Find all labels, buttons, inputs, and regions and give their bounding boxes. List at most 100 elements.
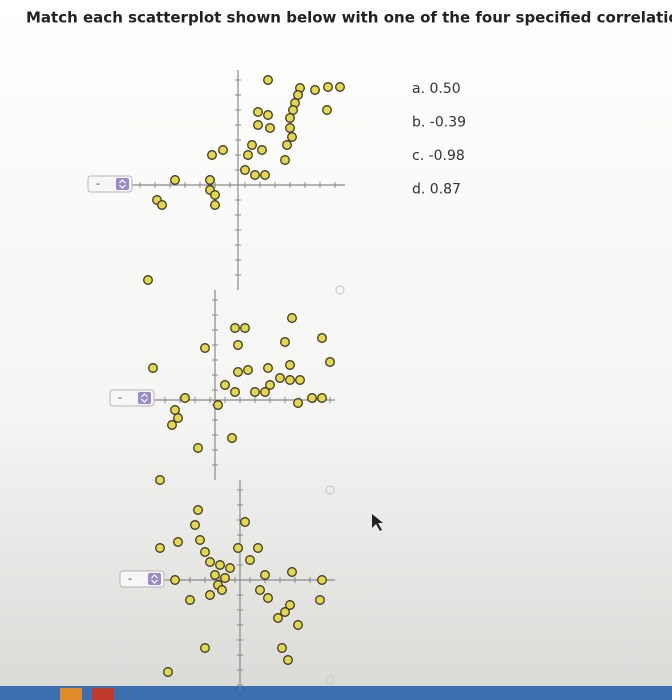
dropdown-value: - — [96, 177, 100, 190]
scatter-point — [207, 150, 217, 160]
scatter-point — [205, 175, 215, 185]
scatter-point — [310, 85, 320, 95]
scatter-point — [215, 560, 225, 570]
scatter-point — [285, 375, 295, 385]
scatter-point — [317, 333, 327, 343]
scatter-point — [280, 337, 290, 347]
scatter-point — [200, 343, 210, 353]
scatter-point — [263, 363, 273, 373]
scatter-point — [285, 360, 295, 370]
scatter-point — [273, 613, 283, 623]
scatter-point — [280, 155, 290, 165]
scatter-point — [288, 105, 298, 115]
scatter-point — [233, 340, 243, 350]
scatter-point — [287, 567, 297, 577]
dropdown-value: - — [128, 572, 132, 585]
scatter-point — [263, 593, 273, 603]
scatter-point — [195, 535, 205, 545]
taskbar — [0, 686, 672, 700]
mouse-cursor — [372, 514, 383, 531]
scatter-point — [200, 643, 210, 653]
correlation-option: a. 0.50 — [412, 81, 461, 97]
scatter-point — [325, 357, 335, 367]
scatter-point — [280, 607, 290, 617]
scatter-point — [253, 543, 263, 553]
scatter-point — [322, 105, 332, 115]
zoom-icon[interactable] — [325, 485, 335, 495]
scatter-point — [220, 573, 230, 583]
scatter-point — [218, 145, 228, 155]
scatter-point — [282, 140, 292, 150]
scatter-point — [240, 165, 250, 175]
scatter-point — [225, 563, 235, 573]
scatter-point — [293, 90, 303, 100]
scatter-point — [185, 595, 195, 605]
scatter-point — [230, 323, 240, 333]
scatter-point — [243, 365, 253, 375]
taskbar-icon — [92, 688, 114, 700]
scatter-point — [163, 667, 173, 677]
scatter-point — [173, 413, 183, 423]
dropdown-value: - — [118, 391, 122, 404]
scatter-point — [265, 123, 275, 133]
dropdown-arrow[interactable] — [116, 178, 129, 190]
scatter-point — [205, 590, 215, 600]
scatter-point — [285, 123, 295, 133]
scatter-point — [170, 575, 180, 585]
dropdown-arrow[interactable] — [148, 573, 161, 585]
scatter-point — [155, 543, 165, 553]
scatter-point — [227, 433, 237, 443]
scatter-point — [260, 387, 270, 397]
scatter-point — [247, 140, 257, 150]
scatter-point — [213, 400, 223, 410]
dropdown-arrow-icon — [141, 393, 148, 403]
scatter-point — [295, 375, 305, 385]
scatter-point — [220, 380, 230, 390]
scatter-point — [287, 313, 297, 323]
scatter-point — [205, 557, 215, 567]
scatter-point — [253, 120, 263, 130]
scatter-point — [200, 547, 210, 557]
scatter-point — [253, 107, 263, 117]
scatter-point — [170, 405, 180, 415]
scatter-point — [210, 200, 220, 210]
dropdown-arrow[interactable] — [138, 392, 151, 404]
correlation-option: c. -0.98 — [412, 148, 465, 164]
scatter-point — [233, 367, 243, 377]
scatter-point — [287, 132, 297, 142]
scatter-point — [260, 570, 270, 580]
scatter-point — [293, 620, 303, 630]
taskbar-icon — [60, 688, 82, 700]
scatter-point — [255, 585, 265, 595]
scatter-point — [157, 200, 167, 210]
dropdown-arrow-icon — [119, 179, 126, 189]
scatter-point — [243, 150, 253, 160]
scatter-point — [323, 82, 333, 92]
question-title: Match each scatterplot shown below with … — [26, 9, 672, 27]
scatter-point — [245, 555, 255, 565]
scatter-point — [240, 517, 250, 527]
zoom-icon[interactable] — [335, 285, 345, 295]
scatter-point — [335, 82, 345, 92]
correlation-option: d. 0.87 — [412, 182, 461, 198]
scatter-point — [250, 170, 260, 180]
scatter-point — [263, 75, 273, 85]
scatter-point — [285, 113, 295, 123]
scatter-point — [257, 145, 267, 155]
scatter-point — [277, 643, 287, 653]
correlation-option: b. -0.39 — [412, 115, 466, 131]
scatter-point — [193, 505, 203, 515]
scatter-point — [260, 170, 270, 180]
scatter-point — [240, 323, 250, 333]
dropdown-arrow-icon — [151, 574, 158, 584]
scatter-point — [317, 575, 327, 585]
scatter-point — [210, 570, 220, 580]
scatter-point — [250, 387, 260, 397]
zoom-icon[interactable] — [325, 675, 335, 685]
scatter-point — [307, 393, 317, 403]
scatter-point — [263, 110, 273, 120]
scatter-point — [155, 475, 165, 485]
